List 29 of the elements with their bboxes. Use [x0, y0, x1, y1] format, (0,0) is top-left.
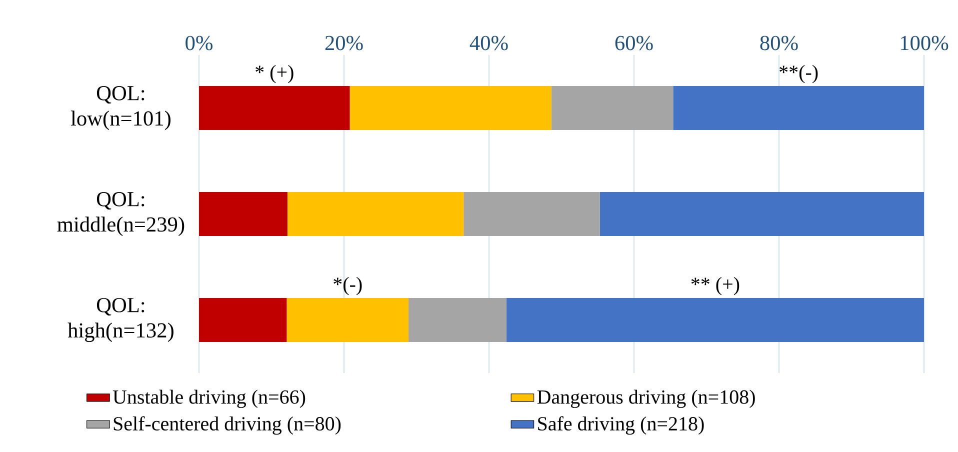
legend-label: Unstable driving (n=66): [112, 390, 306, 408]
annotation: *(-): [334, 276, 362, 296]
bar: [287, 192, 464, 236]
bar: [506, 298, 924, 342]
bar: [673, 86, 924, 130]
annotation: **(-): [780, 64, 818, 84]
y-tick-label: QOL: middle(n=239): [57, 192, 184, 236]
bar: [600, 192, 924, 236]
y-tick-label: QOL: high(n=132): [68, 298, 174, 342]
bar: [464, 192, 600, 236]
bar: [199, 192, 288, 236]
legend-label: Safe driving (n=218): [538, 416, 704, 435]
bar: [199, 298, 287, 342]
x-tick-label: 60%: [615, 36, 653, 50]
bar: [286, 298, 409, 342]
x-tick-label: 80%: [760, 36, 798, 50]
bar: [350, 86, 552, 130]
bar: [408, 298, 506, 342]
bar: [199, 86, 350, 130]
annotation: ** (+): [691, 276, 740, 296]
x-tick-label: 0%: [186, 36, 212, 50]
legend-label: Self-centered driving (n=80): [114, 416, 341, 435]
annotation: * (+): [256, 64, 294, 84]
x-tick-label: 100%: [900, 36, 948, 50]
y-tick-label: QOL: low(n=101): [70, 86, 170, 130]
bar: [551, 86, 674, 130]
x-tick-label: 40%: [470, 36, 508, 50]
legend-label: Dangerous driving (n=108): [537, 390, 755, 408]
x-tick-label: 20%: [325, 36, 363, 50]
